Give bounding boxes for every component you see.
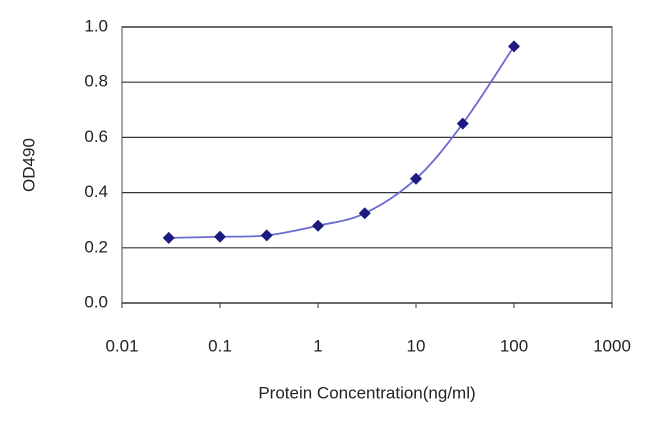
marker (260, 229, 273, 242)
marker (358, 207, 371, 220)
y-tick-label: 0.6 (84, 127, 108, 146)
marker (456, 117, 469, 130)
marker (410, 172, 422, 185)
x-tick-label: 0.01 (105, 336, 138, 355)
y-tick-label: 0.0 (84, 292, 108, 311)
y-tick-label: 0.4 (84, 182, 108, 201)
y-axis-label: OD490 (19, 138, 38, 192)
x-tick-label: 1000 (593, 336, 631, 355)
y-tick-label: 1.0 (84, 16, 108, 35)
x-tick-label: 0.1 (208, 336, 232, 355)
plot-area (121, 26, 613, 304)
marker (312, 219, 324, 232)
x-axis-label: Protein Concentration(ng/ml) (258, 383, 475, 402)
marker (162, 231, 175, 244)
x-tick-label: 100 (500, 336, 528, 355)
x-tick-label: 1 (313, 336, 322, 355)
x-tick-label: 10 (407, 336, 426, 355)
marker (214, 230, 226, 243)
y-tick-label: 0.8 (84, 72, 108, 91)
y-tick-label: 0.2 (84, 237, 108, 256)
marker (508, 40, 520, 53)
